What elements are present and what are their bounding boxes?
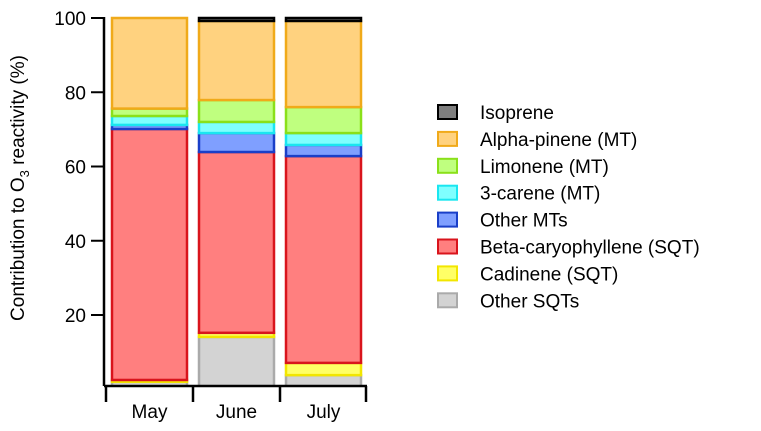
y-tick-label: 60 bbox=[65, 158, 86, 179]
x-tick-label: June bbox=[216, 402, 257, 423]
bar-segment-3-carene-mt--july bbox=[284, 131, 363, 147]
legend-label: Other SQTs bbox=[480, 291, 579, 312]
legend-swatch bbox=[437, 184, 458, 201]
bar-segment-other-mts-june bbox=[197, 131, 276, 154]
legend-item: Other MTs bbox=[437, 211, 568, 232]
bar-segment-limonene-mt--june bbox=[197, 98, 276, 124]
axes: 20 40 60 80 100 May June July bbox=[54, 9, 368, 423]
bar-segment-beta-caryophyllene-sqt--may bbox=[110, 127, 189, 382]
bar-segment-cadinene-sqt--july bbox=[284, 361, 363, 377]
x-tick-label: May bbox=[132, 402, 168, 423]
y-axis-label: Contribution to O3 reactivity (%) bbox=[8, 55, 32, 321]
legend-label: Other MTs bbox=[480, 211, 568, 232]
bar-segment-other-mts-july bbox=[284, 143, 363, 158]
bar-segment-3-carene-mt--may bbox=[110, 114, 189, 127]
y-tick-label: 100 bbox=[54, 9, 86, 30]
legend-label: Cadinene (SQT) bbox=[480, 264, 618, 285]
bars bbox=[110, 16, 363, 385]
legend-item: Cadinene (SQT) bbox=[437, 264, 618, 285]
legend-swatch bbox=[437, 130, 458, 147]
x-tick-label: July bbox=[307, 402, 341, 423]
y-tick-label: 80 bbox=[65, 83, 86, 104]
legend-item: Isoprene bbox=[437, 103, 554, 124]
bar-segment-limonene-mt--july bbox=[284, 105, 363, 135]
y-tick-label: 20 bbox=[65, 306, 86, 327]
legend-label: Alpha-pinene (MT) bbox=[480, 130, 637, 151]
bar-segment-isoprene-june bbox=[197, 16, 276, 23]
bar-segment-isoprene-july bbox=[284, 16, 363, 23]
legend-swatch bbox=[437, 292, 458, 309]
legend-swatch bbox=[437, 157, 458, 174]
y-tick-label: 40 bbox=[65, 232, 86, 253]
legend-label: 3-carene (MT) bbox=[480, 184, 600, 205]
bar-segment-other-sqts-june bbox=[197, 335, 276, 385]
legend-label: Isoprene bbox=[480, 103, 554, 124]
legend-swatch bbox=[437, 211, 458, 228]
legend: Isoprene Alpha-pinene (MT) Limonene (MT) 3-… bbox=[437, 103, 700, 312]
legend-item: Limonene (MT) bbox=[437, 157, 609, 178]
legend-label: Beta-caryophyllene (SQT) bbox=[480, 238, 700, 259]
bar-segment-alpha-pinene-mt--july bbox=[284, 19, 363, 109]
bar-segment-alpha-pinene-mt--june bbox=[197, 19, 276, 102]
bar-segment-beta-caryophyllene-sqt--june bbox=[197, 150, 276, 335]
legend-label: Limonene (MT) bbox=[480, 157, 609, 178]
legend-item: Beta-caryophyllene (SQT) bbox=[437, 238, 700, 259]
legend-item: Alpha-pinene (MT) bbox=[437, 130, 637, 151]
legend-swatch bbox=[437, 265, 458, 282]
bar-segment-beta-caryophyllene-sqt--july bbox=[284, 154, 363, 365]
bar-segment-3-carene-mt--june bbox=[197, 120, 276, 135]
bar-segment-alpha-pinene-mt--may bbox=[110, 16, 189, 110]
legend-swatch bbox=[437, 238, 458, 255]
legend-swatch bbox=[437, 104, 458, 120]
legend-item: 3-carene (MT) bbox=[437, 184, 600, 205]
legend-item: Other SQTs bbox=[437, 291, 579, 312]
